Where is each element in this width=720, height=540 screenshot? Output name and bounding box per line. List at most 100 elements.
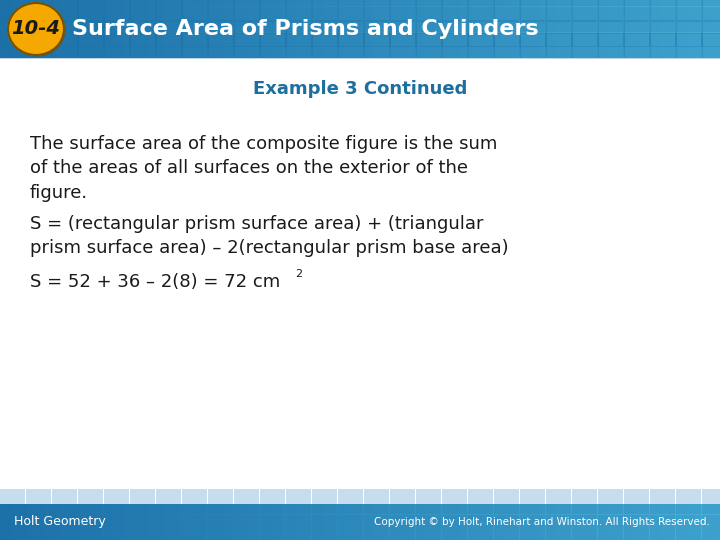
- Bar: [286, 7, 311, 32]
- Bar: [520, 0, 545, 6]
- Bar: [364, 7, 389, 32]
- Bar: [364, 33, 389, 58]
- Bar: [130, 489, 155, 514]
- Bar: [650, 33, 675, 58]
- Bar: [624, 0, 649, 20]
- Bar: [338, 33, 363, 58]
- Bar: [78, 21, 103, 46]
- Bar: [468, 0, 493, 6]
- Bar: [208, 489, 233, 514]
- Text: Copyright © by Holt, Rinehart and Winston. All Rights Reserved.: Copyright © by Holt, Rinehart and Winsto…: [374, 517, 710, 527]
- Bar: [104, 0, 129, 6]
- Bar: [104, 33, 129, 58]
- Bar: [390, 515, 415, 540]
- Bar: [416, 33, 441, 58]
- Bar: [156, 489, 181, 514]
- Bar: [338, 21, 363, 46]
- Bar: [234, 515, 259, 540]
- Bar: [312, 33, 337, 58]
- Bar: [702, 33, 720, 58]
- Bar: [676, 21, 701, 46]
- Bar: [0, 33, 25, 58]
- Text: Surface Area of Prisms and Cylinders: Surface Area of Prisms and Cylinders: [72, 19, 539, 39]
- Bar: [416, 489, 441, 514]
- Bar: [650, 7, 675, 32]
- Bar: [156, 515, 181, 540]
- Bar: [520, 515, 545, 540]
- Bar: [26, 33, 51, 58]
- Bar: [312, 515, 337, 540]
- Bar: [260, 21, 285, 46]
- Bar: [234, 7, 259, 32]
- Bar: [520, 489, 545, 514]
- Bar: [26, 33, 51, 58]
- Bar: [104, 33, 129, 58]
- Bar: [650, 0, 675, 20]
- Bar: [182, 489, 207, 514]
- Bar: [52, 7, 77, 32]
- Bar: [0, 21, 25, 46]
- Bar: [442, 489, 467, 514]
- Bar: [546, 33, 571, 58]
- Bar: [416, 0, 441, 20]
- Bar: [494, 7, 519, 32]
- Bar: [598, 7, 623, 32]
- Bar: [494, 21, 519, 46]
- Bar: [390, 489, 415, 514]
- Bar: [208, 0, 233, 6]
- Bar: [312, 21, 337, 46]
- Bar: [52, 33, 77, 58]
- Bar: [702, 0, 720, 20]
- Bar: [26, 0, 51, 20]
- Bar: [598, 21, 623, 46]
- Bar: [494, 515, 519, 540]
- Bar: [78, 515, 103, 540]
- Bar: [494, 0, 519, 20]
- Text: S = (rectangular prism surface area) + (triangular
prism surface area) – 2(recta: S = (rectangular prism surface area) + (…: [30, 215, 508, 257]
- Bar: [182, 515, 207, 540]
- Bar: [572, 515, 597, 540]
- Bar: [260, 515, 285, 540]
- Bar: [26, 0, 51, 6]
- Bar: [0, 33, 25, 58]
- Bar: [364, 489, 389, 514]
- Bar: [468, 489, 493, 514]
- Bar: [676, 489, 701, 514]
- Bar: [546, 0, 571, 20]
- Bar: [416, 7, 441, 32]
- Bar: [338, 489, 363, 514]
- Bar: [130, 0, 155, 6]
- Bar: [442, 21, 467, 46]
- Bar: [572, 489, 597, 514]
- Bar: [156, 0, 181, 20]
- Bar: [546, 21, 571, 46]
- Bar: [182, 33, 207, 58]
- Bar: [676, 515, 701, 540]
- Bar: [390, 21, 415, 46]
- Bar: [286, 489, 311, 514]
- Ellipse shape: [8, 3, 64, 55]
- Bar: [390, 0, 415, 20]
- Bar: [26, 7, 51, 32]
- Bar: [312, 489, 337, 514]
- Bar: [364, 0, 389, 6]
- Bar: [286, 33, 311, 58]
- Bar: [676, 0, 701, 6]
- Bar: [442, 33, 467, 58]
- Bar: [416, 21, 441, 46]
- Bar: [260, 489, 285, 514]
- Bar: [442, 515, 467, 540]
- Bar: [598, 33, 623, 58]
- Bar: [442, 0, 467, 6]
- Bar: [26, 489, 51, 514]
- Bar: [156, 33, 181, 58]
- Bar: [390, 33, 415, 58]
- Bar: [390, 33, 415, 58]
- Bar: [78, 489, 103, 514]
- Bar: [286, 515, 311, 540]
- Text: S = 52 + 36 – 2(8) = 72 cm: S = 52 + 36 – 2(8) = 72 cm: [30, 273, 280, 291]
- Bar: [598, 0, 623, 20]
- Bar: [676, 7, 701, 32]
- Bar: [364, 515, 389, 540]
- Bar: [520, 7, 545, 32]
